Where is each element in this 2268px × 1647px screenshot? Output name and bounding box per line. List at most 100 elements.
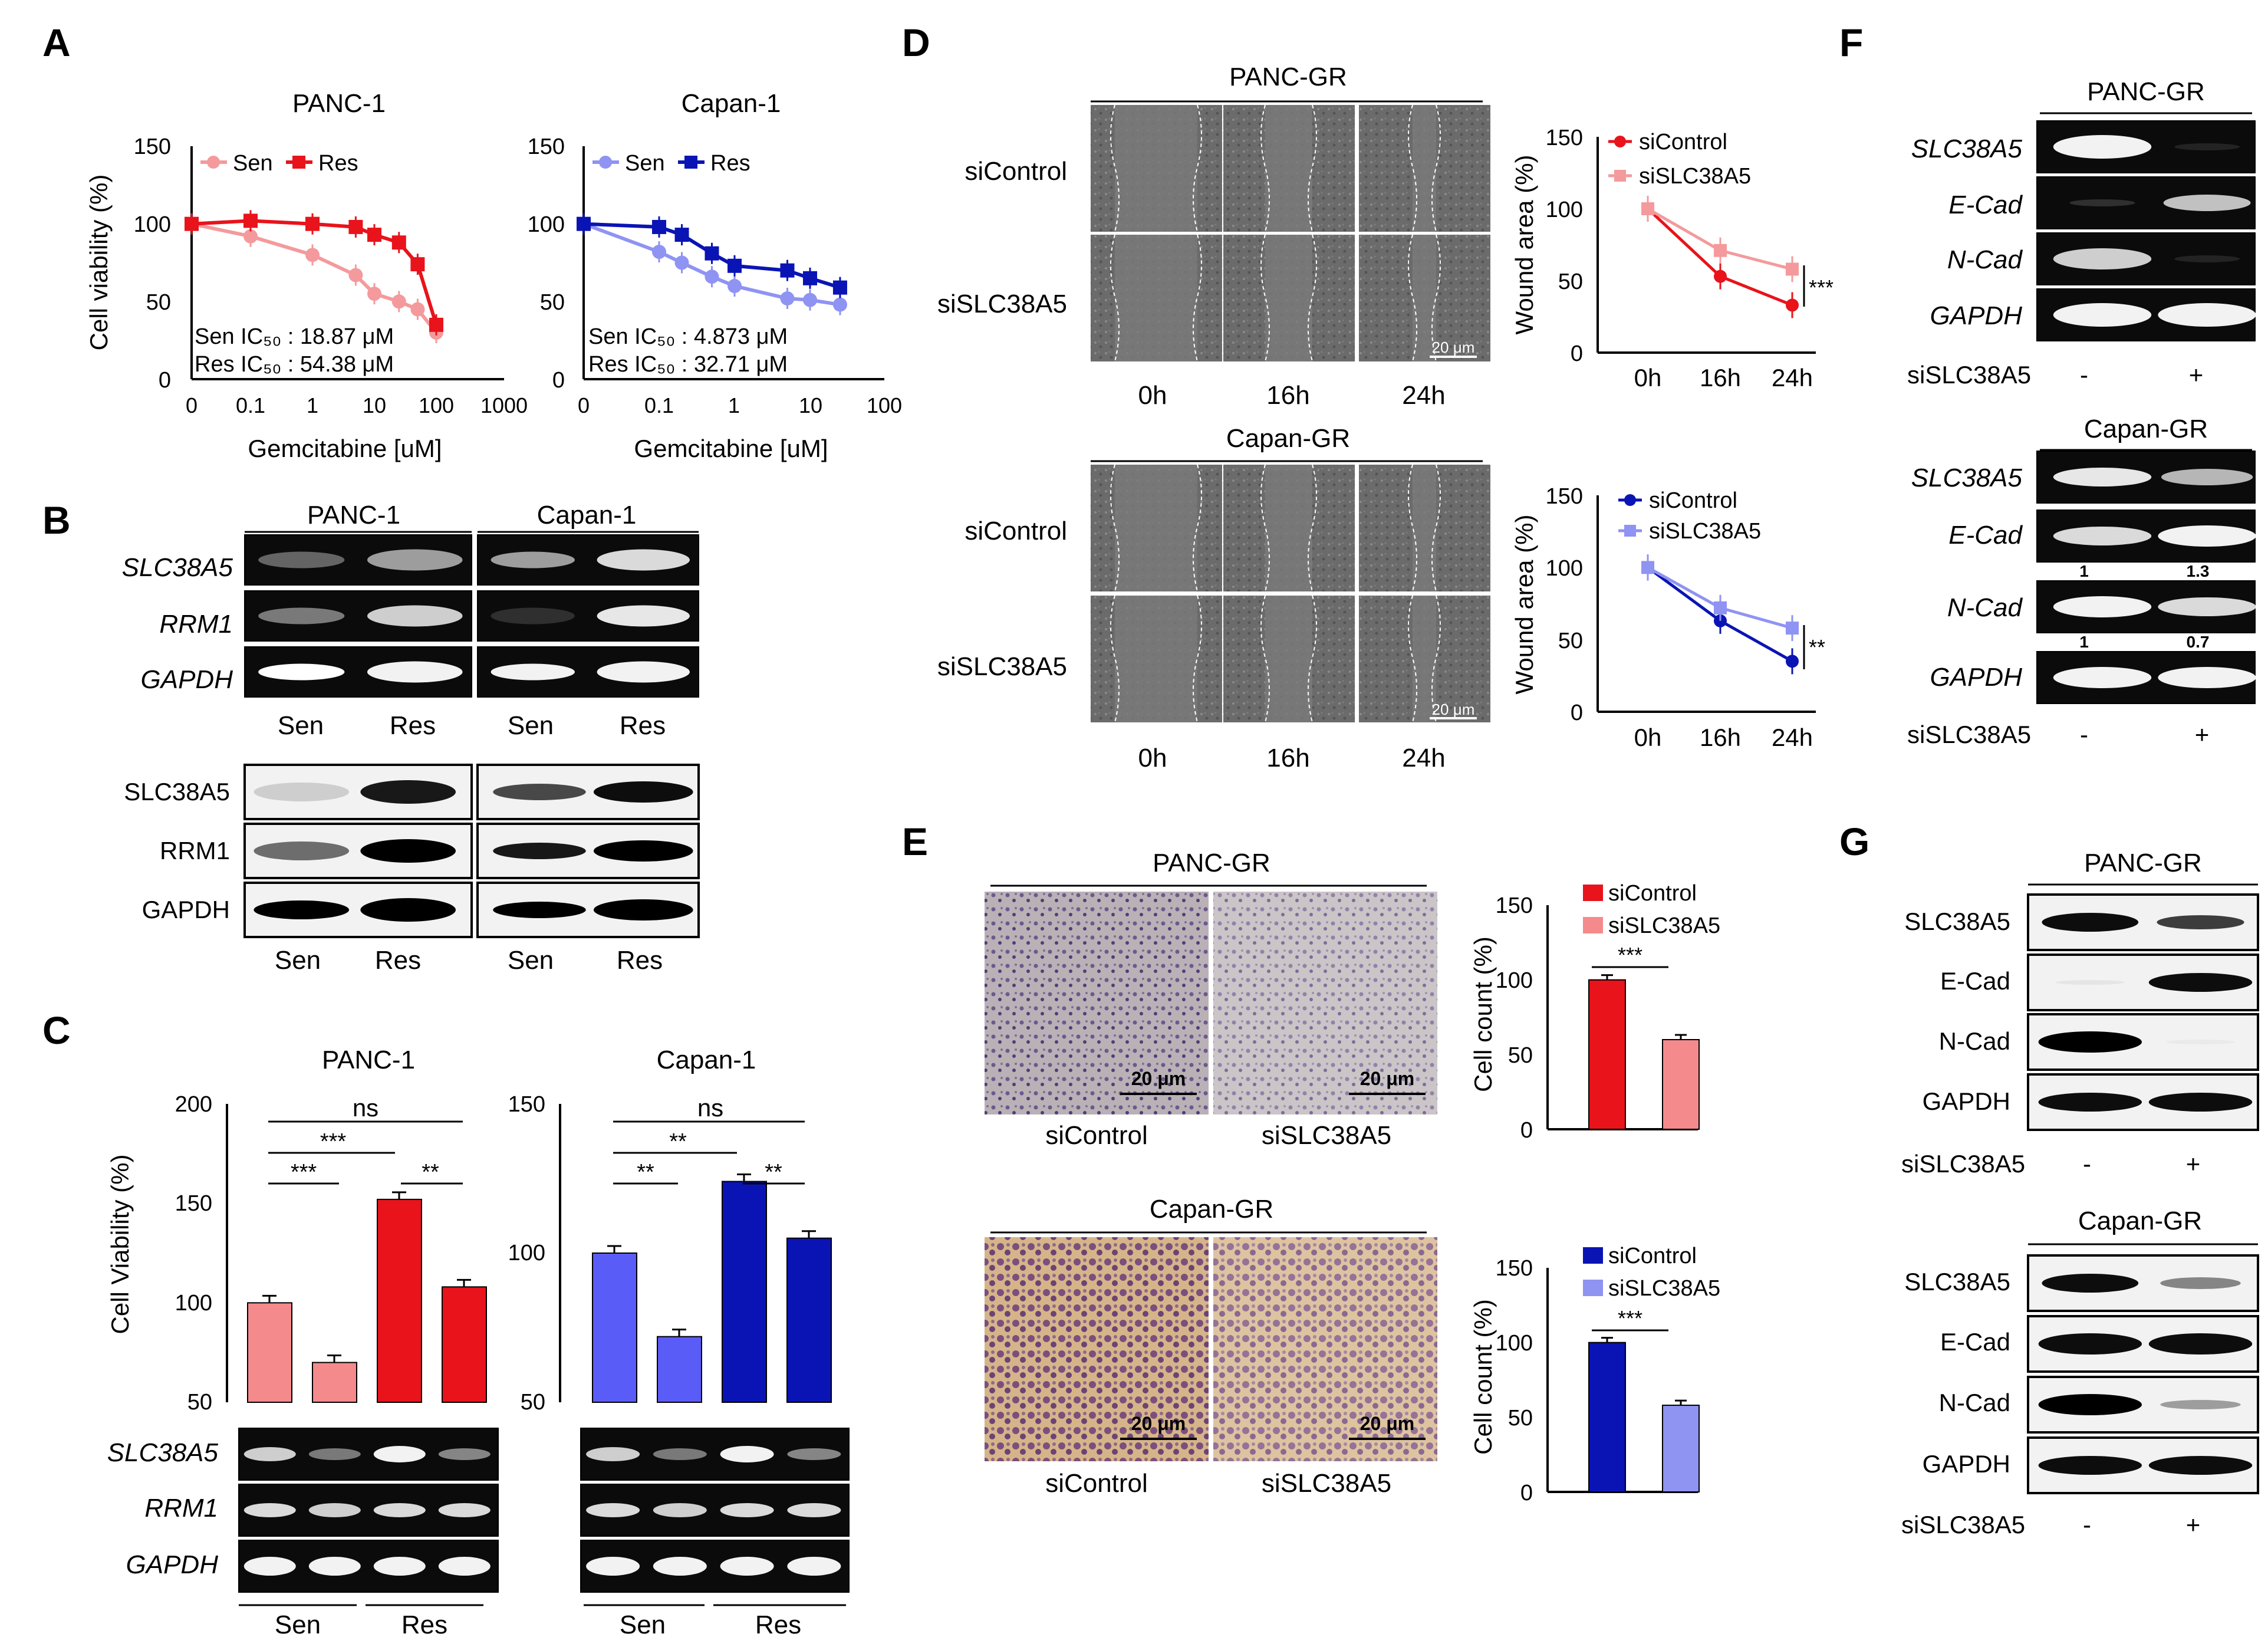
band xyxy=(491,607,575,624)
y-tick-label: 150 xyxy=(508,1092,545,1117)
band xyxy=(586,1447,640,1461)
section-title: Capan-GR xyxy=(2084,415,2208,443)
band xyxy=(2038,1031,2142,1053)
band xyxy=(593,899,693,921)
gene-label: RRM1 xyxy=(144,1494,218,1523)
data-point xyxy=(1714,269,1727,283)
sig-label: *** xyxy=(1618,943,1642,967)
band xyxy=(258,607,345,624)
legend-label: siSLC38A5 xyxy=(1639,164,1751,189)
sig-label: ** xyxy=(765,1160,782,1185)
x-tick-label: 100 xyxy=(419,393,454,417)
band xyxy=(373,1446,426,1462)
band xyxy=(491,663,575,681)
y-tick-labels: 0 50 100 150 xyxy=(134,134,171,393)
panel-b: PANC-1 Capan-1 SLC38A5 RRM1 GAPDH Sen Re… xyxy=(122,501,700,975)
band xyxy=(2053,468,2152,486)
band xyxy=(2038,1093,2142,1112)
gene-label: GAPDH xyxy=(141,665,233,694)
bar xyxy=(722,1181,767,1403)
bar xyxy=(247,1302,292,1403)
band xyxy=(308,1503,361,1517)
invasion-image xyxy=(1213,1237,1437,1461)
data-point xyxy=(243,229,258,244)
x-tick-label: 1 xyxy=(728,393,740,417)
data-point xyxy=(780,291,795,306)
wound-gap xyxy=(1265,465,1312,591)
y-tick-label: 50 xyxy=(146,290,171,315)
group-label: Sen xyxy=(275,1610,321,1639)
western-blots xyxy=(2027,1254,2259,1494)
gene-label: SLC38A5 xyxy=(122,553,233,582)
band xyxy=(2038,1456,2142,1475)
band xyxy=(586,1503,640,1517)
group-label: Res xyxy=(755,1610,801,1639)
band xyxy=(2053,667,2152,688)
section-title: PANC-GR xyxy=(2087,77,2205,106)
y-tick-label: 0 xyxy=(1571,341,1583,366)
band xyxy=(491,551,575,568)
legend-label: siSLC38A5 xyxy=(1608,913,1720,938)
lane-label: Res xyxy=(620,711,666,740)
bars xyxy=(247,1173,832,1403)
band xyxy=(243,1503,296,1517)
band xyxy=(720,1446,774,1462)
time-label: 0h xyxy=(1138,381,1167,410)
ic50-sen-text: Sen IC₅₀ : 4.873 μM xyxy=(588,324,788,349)
plus-label: + xyxy=(2186,1150,2201,1178)
gene-label: SLC38A5 xyxy=(1911,134,2023,163)
band xyxy=(653,1557,707,1576)
band xyxy=(593,781,693,803)
row-label: siControl xyxy=(965,157,1067,186)
chart-title: PANC-1 xyxy=(322,1046,415,1074)
data-point xyxy=(348,268,363,282)
x-tick-label: 0.1 xyxy=(644,393,674,417)
legend-label-sen: Sen xyxy=(233,151,273,176)
band xyxy=(258,663,345,681)
band xyxy=(2148,1456,2253,1475)
band xyxy=(2174,143,2240,150)
wound-gap xyxy=(1115,465,1197,591)
y-tick-label: 50 xyxy=(1508,1043,1533,1068)
data-point xyxy=(305,216,320,231)
column-label: siSLC38A5 xyxy=(1262,1121,1391,1150)
y-tick-label: 100 xyxy=(528,212,565,237)
y-tick-label: 100 xyxy=(175,1291,212,1316)
bar xyxy=(786,1237,832,1403)
y-axis-label: Cell count (%) xyxy=(1469,1299,1497,1455)
plus-label: + xyxy=(2189,361,2204,389)
si-label: siSLC38A5 xyxy=(1901,1150,2025,1178)
data-point xyxy=(1786,262,1799,276)
y-tick-label: 0 xyxy=(159,368,171,393)
x-tick-label: 0 xyxy=(186,393,197,417)
legend-label-res: Res xyxy=(710,151,750,176)
time-label: 24h xyxy=(1402,381,1445,410)
band xyxy=(597,605,690,627)
band xyxy=(308,1557,361,1576)
lane-labels-pcr: Sen Res Sen Res xyxy=(278,711,666,740)
y-tick-label: 100 xyxy=(1546,556,1583,581)
band xyxy=(2160,1277,2241,1289)
data-point xyxy=(780,263,795,278)
band xyxy=(258,551,345,568)
sig-label: ** xyxy=(422,1160,439,1185)
panel-letter-g: G xyxy=(1839,820,1869,863)
band xyxy=(2053,248,2152,269)
time-label: 24h xyxy=(1402,744,1445,772)
wound-gap xyxy=(1413,465,1436,591)
band xyxy=(2158,667,2256,688)
gene-label: N-Cad xyxy=(1947,245,2023,274)
panel-g: PANC-GR SLC38A5 E-Cad N-Cad GAPDH siSLC3… xyxy=(1901,849,2259,1538)
section-title: PANC-GR xyxy=(2084,849,2202,877)
minus-label: - xyxy=(2080,721,2088,748)
y-tick-label: 0 xyxy=(1571,701,1583,725)
bar xyxy=(1662,1039,1700,1130)
panel-letter-c: C xyxy=(42,1008,71,1052)
gene-label: GAPDH xyxy=(1930,301,2023,330)
gene-label: N-Cad xyxy=(1947,593,2023,622)
chart-title: Capan-1 xyxy=(657,1046,756,1074)
plot-area xyxy=(1641,196,1799,318)
x-tick-label: 24h xyxy=(1772,724,1813,751)
gene-label: E-Cad xyxy=(1948,190,2023,219)
band xyxy=(2053,527,2152,545)
